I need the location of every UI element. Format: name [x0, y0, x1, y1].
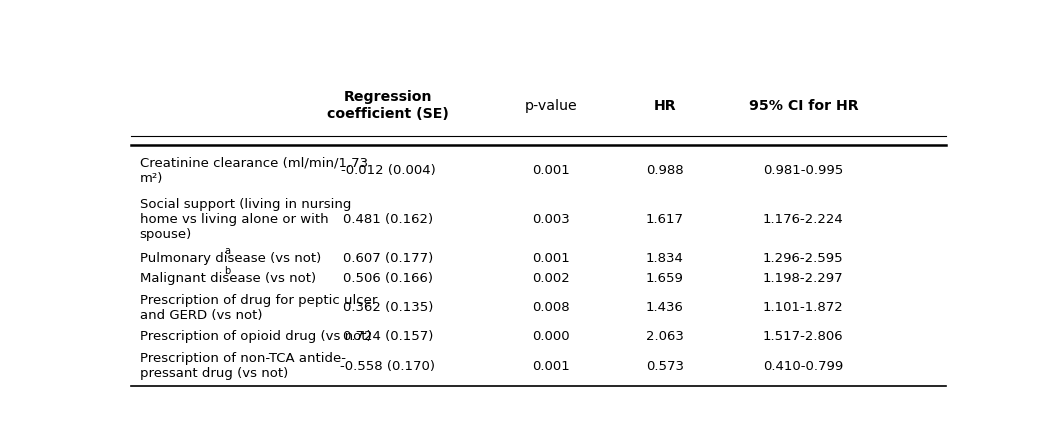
Text: 95% CI for HR: 95% CI for HR [748, 98, 859, 112]
Text: Creatinine clearance (ml/min/1.73
m²): Creatinine clearance (ml/min/1.73 m²) [140, 157, 368, 185]
Text: 1.517-2.806: 1.517-2.806 [763, 330, 844, 344]
Text: 1.176-2.224: 1.176-2.224 [763, 213, 844, 226]
Text: 0.002: 0.002 [532, 272, 570, 285]
Text: 2.063: 2.063 [646, 330, 684, 344]
Text: a: a [224, 247, 230, 256]
Text: 0.988: 0.988 [646, 164, 684, 177]
Text: 0.724 (0.157): 0.724 (0.157) [343, 330, 433, 344]
Text: b: b [224, 266, 230, 276]
Text: 0.362 (0.135): 0.362 (0.135) [343, 301, 433, 314]
Text: 0.000: 0.000 [532, 330, 570, 344]
Text: 0.573: 0.573 [646, 360, 684, 373]
Text: -0.558 (0.170): -0.558 (0.170) [341, 360, 435, 373]
Text: HR: HR [654, 98, 676, 112]
Text: 0.607 (0.177): 0.607 (0.177) [343, 252, 433, 265]
Text: 0.981-0.995: 0.981-0.995 [763, 164, 844, 177]
Text: 1.198-2.297: 1.198-2.297 [763, 272, 844, 285]
Text: 1.296-2.595: 1.296-2.595 [763, 252, 844, 265]
Text: Regression
coefficient (SE): Regression coefficient (SE) [327, 90, 449, 121]
Text: 1.617: 1.617 [646, 213, 684, 226]
Text: p-value: p-value [524, 98, 577, 112]
Text: Prescription of opioid drug (vs not): Prescription of opioid drug (vs not) [140, 330, 371, 344]
Text: 1.101-1.872: 1.101-1.872 [763, 301, 844, 314]
Text: Pulmonary disease (vs not): Pulmonary disease (vs not) [140, 252, 321, 265]
Text: 1.659: 1.659 [646, 272, 684, 285]
Text: 0.003: 0.003 [532, 213, 570, 226]
Text: 0.481 (0.162): 0.481 (0.162) [343, 213, 433, 226]
Text: 1.834: 1.834 [646, 252, 684, 265]
Text: Social support (living in nursing
home vs living alone or with
spouse): Social support (living in nursing home v… [140, 198, 351, 241]
Text: 0.001: 0.001 [532, 164, 570, 177]
Text: Prescription of non-TCA antide-
pressant drug (vs not): Prescription of non-TCA antide- pressant… [140, 352, 346, 380]
Text: -0.012 (0.004): -0.012 (0.004) [341, 164, 435, 177]
Text: 0.008: 0.008 [532, 301, 570, 314]
Text: 1.436: 1.436 [646, 301, 684, 314]
Text: 0.001: 0.001 [532, 252, 570, 265]
Text: 0.410-0.799: 0.410-0.799 [763, 360, 844, 373]
Text: Prescription of drug for peptic ulcer
and GERD (vs not): Prescription of drug for peptic ulcer an… [140, 294, 377, 321]
Text: Malignant disease (vs not): Malignant disease (vs not) [140, 272, 315, 285]
Text: 0.001: 0.001 [532, 360, 570, 373]
Text: 0.506 (0.166): 0.506 (0.166) [343, 272, 433, 285]
